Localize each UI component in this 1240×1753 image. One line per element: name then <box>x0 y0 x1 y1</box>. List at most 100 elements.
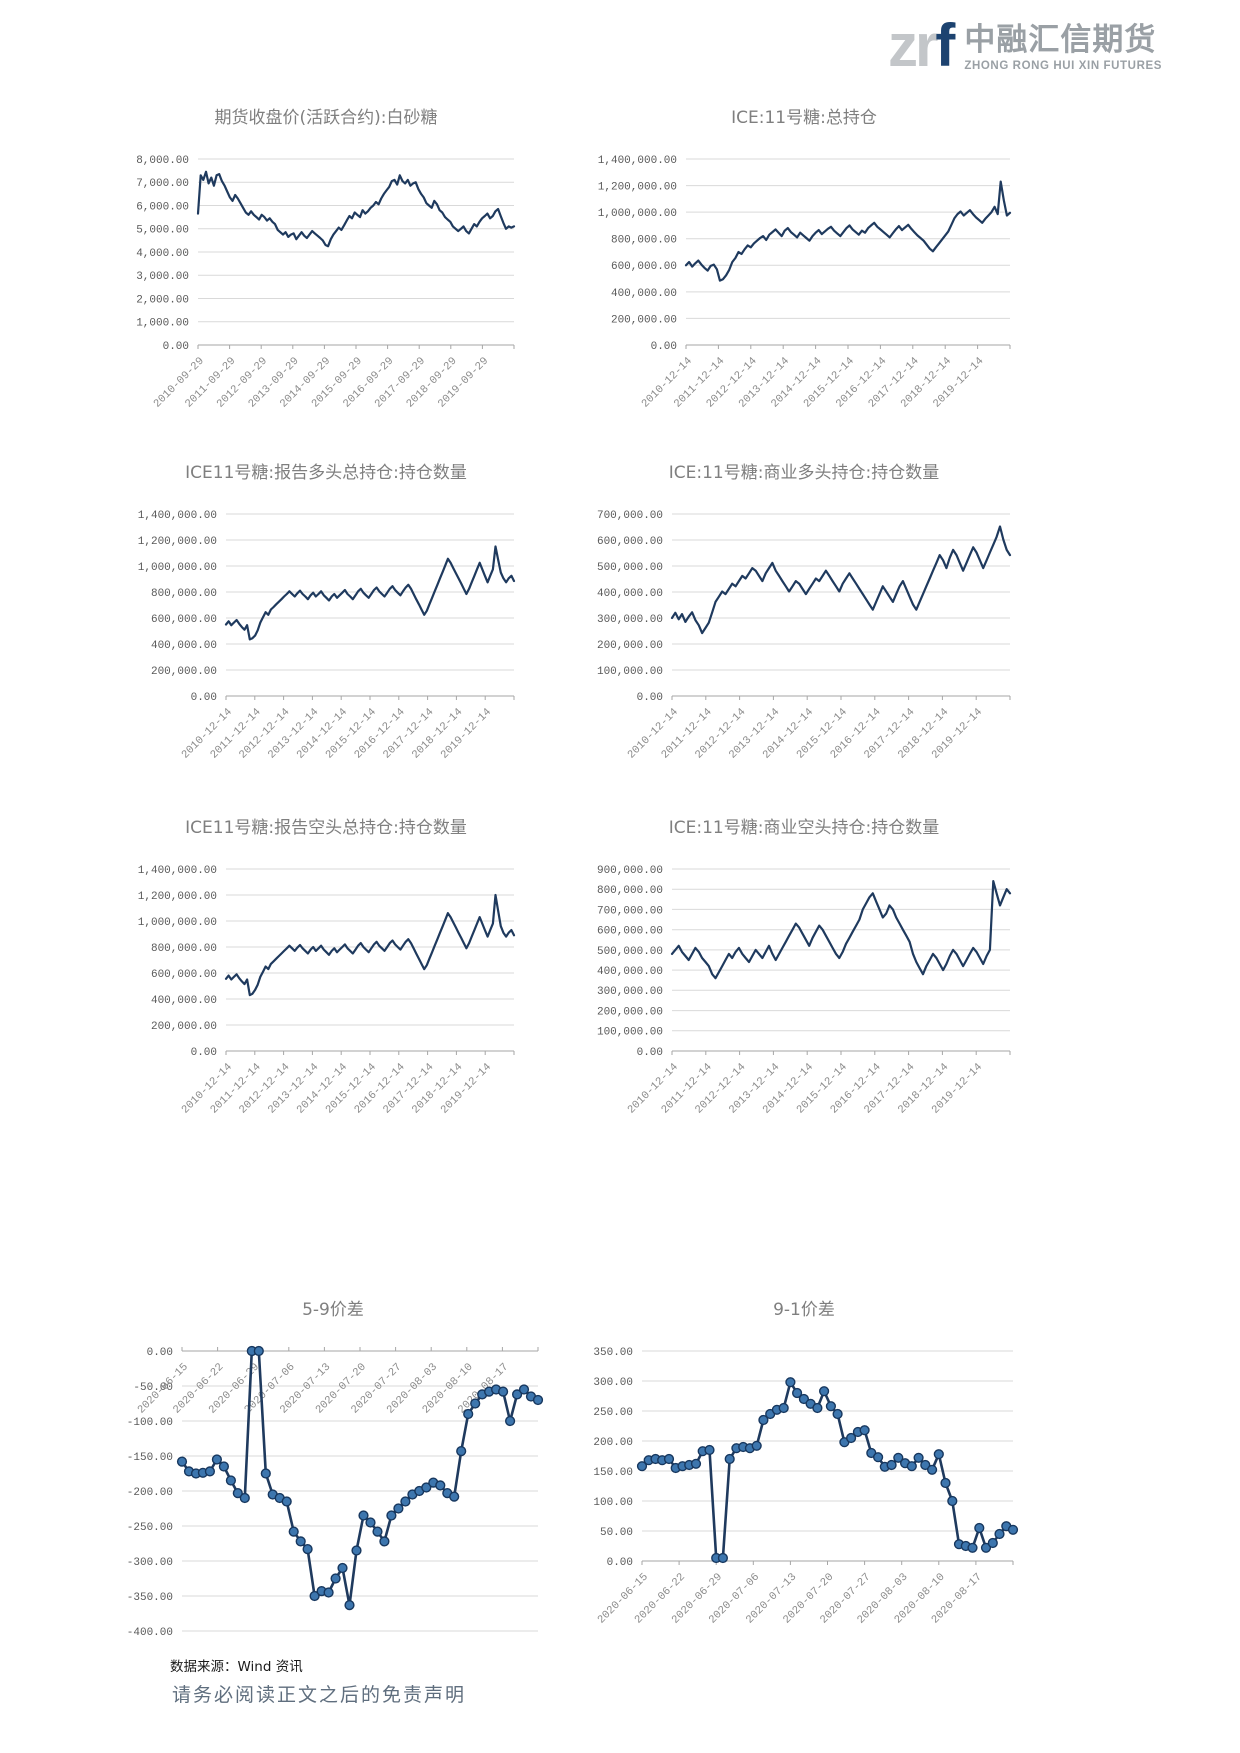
svg-text:1,200,000.00: 1,200,000.00 <box>598 181 677 193</box>
svg-text:0.00: 0.00 <box>163 341 189 353</box>
svg-text:400,000.00: 400,000.00 <box>151 995 217 1007</box>
chart-ice11-reported-short-oi: ICE11号糖:报告空头总持仓:持仓数量 0.00 200,000.00 400,0… <box>128 813 524 1163</box>
svg-text:600,000.00: 600,000.00 <box>151 969 217 981</box>
svg-text:1,000,000.00: 1,000,000.00 <box>598 208 677 220</box>
svg-text:700,000.00: 700,000.00 <box>597 510 663 522</box>
svg-text:300,000.00: 300,000.00 <box>597 986 663 998</box>
svg-text:1,200,000.00: 1,200,000.00 <box>138 891 217 903</box>
svg-text:400,000.00: 400,000.00 <box>151 640 217 652</box>
line-plot: 0.00 200,000.00 400,000.00 600,000.00 800,00… <box>588 137 1020 457</box>
chart-title: 5-9价差 <box>302 1300 364 1320</box>
svg-text:800,000.00: 800,000.00 <box>151 588 217 600</box>
svg-text:4,000.00: 4,000.00 <box>136 248 189 260</box>
svg-text:6,000.00: 6,000.00 <box>136 201 189 213</box>
svg-text:200,000.00: 200,000.00 <box>611 314 677 326</box>
chart-5-9-spread: 5-9价差 -400.00 -350.00 -300.00 -250.00 -200.0… <box>118 1295 548 1677</box>
svg-text:1,400,000.00: 1,400,000.00 <box>138 510 217 522</box>
line-plot: 0.00 200,000.00 400,000.00 600,000.00 800,00… <box>128 492 524 808</box>
chart-9-1-spread: 9-1价差 0.00 50.00 100.00 150.00 200.00 250.00 3… <box>585 1295 1023 1673</box>
svg-text:400,000.00: 400,000.00 <box>597 966 663 978</box>
line-plot: 0.00 100,000.00 200,000.00 300,000.00 400,00… <box>588 492 1020 808</box>
svg-text:2019-12-14: 2019-12-14 <box>439 1061 494 1116</box>
svg-text:800,000.00: 800,000.00 <box>611 235 677 247</box>
svg-text:50.00: 50.00 <box>600 1527 633 1539</box>
svg-text:0.00: 0.00 <box>637 1047 663 1059</box>
chart-futures-close-white-sugar: 期货收盘价(活跃合约):白砂糖 0.00 1,000.00 2,000.00 3,00… <box>128 103 524 457</box>
svg-text:0.00: 0.00 <box>637 692 663 704</box>
svg-text:200,000.00: 200,000.00 <box>597 1006 663 1018</box>
svg-text:200,000.00: 200,000.00 <box>151 666 217 678</box>
svg-text:300.00: 300.00 <box>593 1377 633 1389</box>
svg-text:150.00: 150.00 <box>593 1467 633 1479</box>
line-plot: -400.00 -350.00 -300.00 -250.00 -200.00 -150.… <box>118 1329 548 1677</box>
svg-text:7,000.00: 7,000.00 <box>136 178 189 190</box>
svg-text:600,000.00: 600,000.00 <box>151 614 217 626</box>
logo-mark: zrf <box>888 16 955 76</box>
chart-title: ICE11号糖:报告空头总持仓:持仓数量 <box>185 818 467 838</box>
svg-text:1,400,000.00: 1,400,000.00 <box>138 865 217 877</box>
chart-title: ICE:11号糖:商业多头持仓:持仓数量 <box>668 463 940 483</box>
chart-ice11-total-open-interest: ICE:11号糖:总持仓 0.00 200,000.00 400,000.00 600… <box>588 103 1020 457</box>
svg-text:400,000.00: 400,000.00 <box>611 288 677 300</box>
svg-text:1,400,000.00: 1,400,000.00 <box>598 155 677 167</box>
svg-text:100,000.00: 100,000.00 <box>597 666 663 678</box>
data-source-note: 数据来源：Wind 资讯 <box>170 1659 303 1675</box>
svg-text:0.00: 0.00 <box>607 1557 633 1569</box>
svg-text:8,000.00: 8,000.00 <box>136 155 189 167</box>
svg-text:3,000.00: 3,000.00 <box>136 271 189 283</box>
company-name-english: ZHONG RONG HUI XIN FUTURES <box>964 60 1163 73</box>
chart-title: 9-1价差 <box>773 1300 835 1320</box>
svg-text:2,000.00: 2,000.00 <box>136 294 189 306</box>
svg-text:400,000.00: 400,000.00 <box>597 588 663 600</box>
svg-text:-150.00: -150.00 <box>127 1452 173 1464</box>
svg-text:800,000.00: 800,000.00 <box>597 885 663 897</box>
svg-text:900,000.00: 900,000.00 <box>597 865 663 877</box>
chart-title: ICE:11号糖:总持仓 <box>731 108 877 128</box>
svg-text:1,200,000.00: 1,200,000.00 <box>138 536 217 548</box>
svg-text:0.00: 0.00 <box>651 341 677 353</box>
logo-zr-letters: zr <box>888 12 938 79</box>
svg-text:100,000.00: 100,000.00 <box>597 1027 663 1039</box>
svg-text:500,000.00: 500,000.00 <box>597 946 663 958</box>
svg-text:-300.00: -300.00 <box>127 1557 173 1569</box>
svg-text:700,000.00: 700,000.00 <box>597 905 663 917</box>
svg-text:-250.00: -250.00 <box>127 1522 173 1534</box>
company-name-chinese: 中融汇信期货 <box>964 21 1157 58</box>
svg-text:-100.00: -100.00 <box>127 1417 173 1429</box>
disclaimer-note: 请务必阅读正文之后的免责声明 <box>172 1684 467 1706</box>
svg-text:-200.00: -200.00 <box>127 1487 173 1499</box>
svg-text:200.00: 200.00 <box>593 1437 633 1449</box>
svg-text:350.00: 350.00 <box>593 1347 633 1359</box>
line-plot: 0.00 100,000.00 200,000.00 300,000.00 400,00… <box>588 847 1020 1163</box>
svg-text:250.00: 250.00 <box>593 1407 633 1419</box>
svg-text:0.00: 0.00 <box>191 692 217 704</box>
chart-ice11-commercial-short-oi: ICE:11号糖:商业空头持仓:持仓数量 0.00 100,000.00 200,0… <box>588 813 1020 1163</box>
svg-text:600,000.00: 600,000.00 <box>597 536 663 548</box>
company-logo: zrf 中融汇信期货 ZHONG RONG HUI XIN FUTURES <box>888 16 1162 76</box>
line-plot: 0.00 50.00 100.00 150.00 200.00 250.00 300.00 3… <box>585 1329 1023 1673</box>
svg-text:0.00: 0.00 <box>191 1047 217 1059</box>
svg-text:600,000.00: 600,000.00 <box>611 261 677 273</box>
svg-text:-350.00: -350.00 <box>127 1592 173 1604</box>
svg-text:200,000.00: 200,000.00 <box>151 1021 217 1033</box>
logo-names: 中融汇信期货 ZHONG RONG HUI XIN FUTURES <box>964 24 1162 74</box>
svg-text:300,000.00: 300,000.00 <box>597 614 663 626</box>
line-plot: 0.00 1,000.00 2,000.00 3,000.00 4,000.00 5,00… <box>128 137 524 457</box>
svg-text:1,000,000.00: 1,000,000.00 <box>138 917 217 929</box>
svg-text:5,000.00: 5,000.00 <box>136 225 189 237</box>
chart-ice11-commercial-long-oi: ICE:11号糖:商业多头持仓:持仓数量 0.00 100,000.00 200,0… <box>588 458 1020 808</box>
svg-text:1,000,000.00: 1,000,000.00 <box>138 562 217 574</box>
svg-text:500,000.00: 500,000.00 <box>597 562 663 574</box>
svg-text:-400.00: -400.00 <box>127 1627 173 1639</box>
svg-text:800,000.00: 800,000.00 <box>151 943 217 955</box>
svg-text:100.00: 100.00 <box>593 1497 633 1509</box>
chart-title: 期货收盘价(活跃合约):白砂糖 <box>214 108 438 128</box>
svg-text:0.00: 0.00 <box>147 1347 173 1359</box>
svg-text:-50.00: -50.00 <box>133 1382 173 1394</box>
svg-text:600,000.00: 600,000.00 <box>597 926 663 938</box>
chart-ice11-reported-long-oi: ICE11号糖:报告多头总持仓:持仓数量 0.00 200,000.00 400,0… <box>128 458 524 808</box>
svg-text:2019-12-14: 2019-12-14 <box>439 706 494 761</box>
line-plot: 0.00 200,000.00 400,000.00 600,000.00 800,00… <box>128 847 524 1163</box>
svg-text:1,000.00: 1,000.00 <box>136 318 189 330</box>
